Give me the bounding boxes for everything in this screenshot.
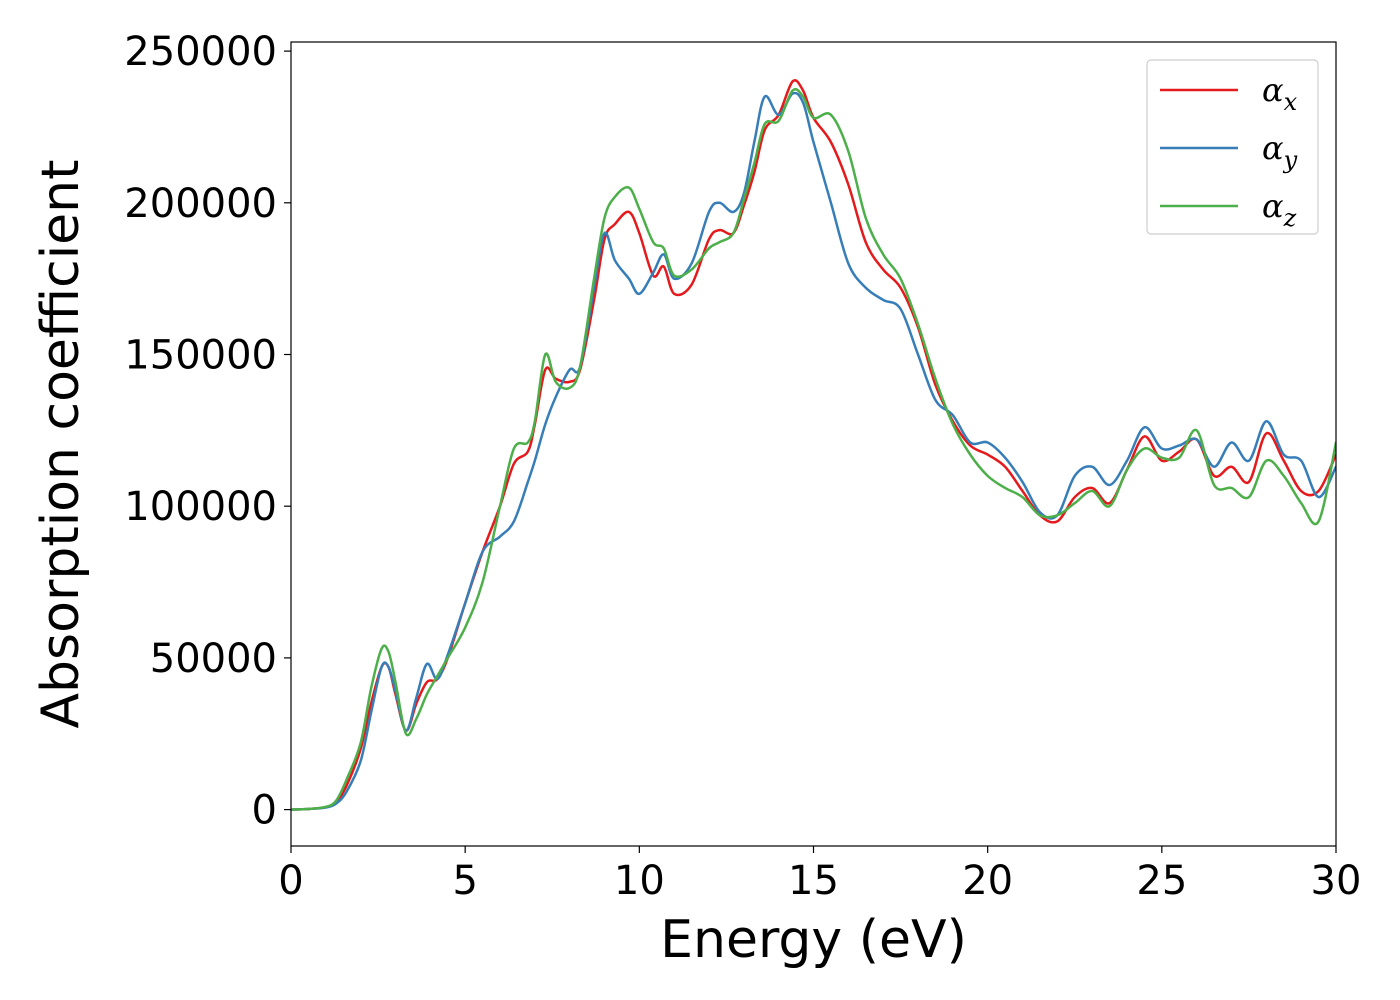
- series-line-alpha-z: [291, 87, 1336, 811]
- legend-label-alpha-z: αz: [1262, 187, 1297, 232]
- y-tick-label: 200000: [124, 181, 277, 227]
- legend-label-alpha-x: αx: [1262, 71, 1298, 116]
- y-tick-label: 0: [252, 788, 277, 834]
- y-tick-label: 50000: [150, 636, 277, 682]
- y-tick-label: 100000: [124, 484, 277, 530]
- x-tick-label: 5: [452, 858, 477, 904]
- legend-label-alpha-y: αy: [1262, 129, 1298, 174]
- series-line-alpha-y: [291, 91, 1336, 811]
- axes: 0 5 10 15 20 25 30 0 50000 100000 150000 200000 2500…: [124, 29, 1361, 904]
- x-tick-label: 20: [962, 858, 1013, 904]
- legend: αx αy αz: [1146, 59, 1319, 235]
- plot-area: [291, 79, 1336, 811]
- x-axis-label: Energy (eV): [660, 910, 967, 970]
- x-tick-label: 25: [1136, 858, 1187, 904]
- x-tick-label: 0: [278, 858, 303, 904]
- x-tick-label: 10: [614, 858, 665, 904]
- x-tick-label: 15: [788, 858, 839, 904]
- x-tick-label: 30: [1311, 858, 1362, 904]
- y-axis-label: Absorption coefficient: [31, 159, 91, 728]
- y-tick-label: 150000: [124, 332, 277, 378]
- y-tick-label: 250000: [124, 29, 277, 75]
